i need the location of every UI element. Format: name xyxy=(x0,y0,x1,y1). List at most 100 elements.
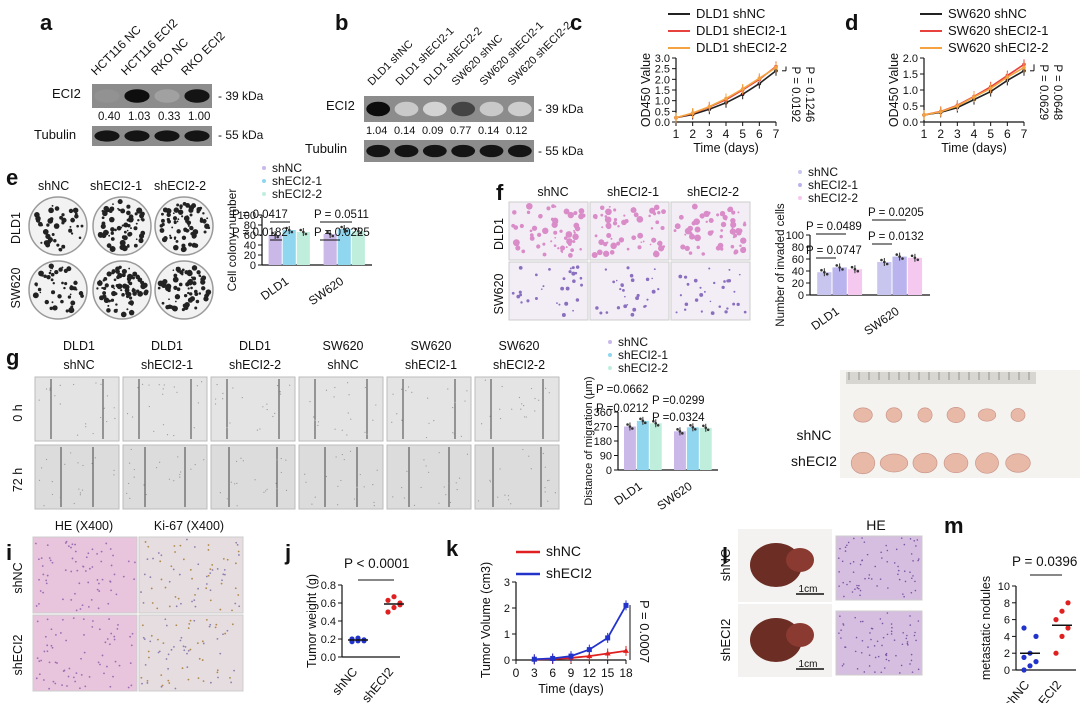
invaded-cell xyxy=(604,268,608,271)
stained-nucleus xyxy=(915,639,917,642)
cell-speck xyxy=(279,391,281,393)
chart-e-y-tick-label: 20 xyxy=(244,250,256,262)
cell-speck xyxy=(128,482,130,485)
chart-e-y-tick-label: 0 xyxy=(250,260,256,272)
invaded-cell xyxy=(621,219,627,226)
cell-speck xyxy=(420,486,422,489)
cell-speck xyxy=(375,404,377,406)
invaded-cell xyxy=(563,208,570,215)
invaded-cell xyxy=(675,311,678,314)
colony-dish-colony xyxy=(128,293,130,295)
row-label-eci2: ECI2 xyxy=(52,86,81,101)
colony-dish-colony xyxy=(166,286,169,289)
colony-dish-colony xyxy=(53,239,57,243)
chart-f-dot xyxy=(856,269,860,273)
col-label-e: shNC xyxy=(38,179,69,193)
tumor-eci2 xyxy=(975,452,999,474)
invaded-cell xyxy=(559,229,563,233)
invaded-cell xyxy=(603,250,610,257)
stained-nucleus xyxy=(35,605,38,607)
invaded-cell xyxy=(655,220,660,225)
colony-dish-colony xyxy=(120,311,127,318)
cell-speck xyxy=(45,458,48,461)
invaded-cell xyxy=(661,209,666,215)
chart-e-y-tick-label: 100 xyxy=(238,210,256,222)
cell-speck xyxy=(49,387,51,389)
stained-nucleus xyxy=(127,560,130,563)
stained-nucleus xyxy=(856,587,859,589)
colony-dish-colony xyxy=(129,296,133,300)
chart-e-legend-label: shECI2-2 xyxy=(272,187,322,201)
stained-nucleus xyxy=(186,538,188,541)
invaded-cell xyxy=(705,220,708,224)
stained-nucleus xyxy=(844,550,847,552)
row-label-eci2-b: ECI2 xyxy=(326,98,355,113)
invaded-cell xyxy=(684,233,687,236)
cell-speck xyxy=(166,434,169,436)
colony-dish-colony xyxy=(67,295,72,299)
cell-speck xyxy=(276,384,279,387)
chart-c-legend-label: DLD1 shECI2-1 xyxy=(696,23,787,38)
invaded-cell xyxy=(637,245,642,250)
chart-e-dot xyxy=(276,235,280,239)
stained-nucleus xyxy=(840,637,842,639)
panel-letter-j: j xyxy=(284,540,291,565)
stained-nucleus xyxy=(74,543,76,546)
chart-m-point xyxy=(1021,667,1027,673)
colony-dish-colony xyxy=(124,288,130,293)
cell-speck xyxy=(366,433,368,435)
invaded-cell xyxy=(618,237,625,243)
colony-dish-colony xyxy=(109,245,116,252)
cell-speck xyxy=(452,406,454,409)
panel-letter-i: i xyxy=(6,540,12,565)
stained-nucleus xyxy=(895,548,898,551)
transwell-image xyxy=(589,201,670,261)
colony-dish-colony xyxy=(50,278,54,282)
cell-speck xyxy=(464,400,466,402)
transwell-image xyxy=(508,261,589,321)
colony-dish-colony xyxy=(102,294,107,299)
panel-letter-l: l xyxy=(722,543,728,568)
chart-m-point xyxy=(1059,608,1065,614)
colony-dish-colony xyxy=(171,226,174,229)
cell-speck xyxy=(499,468,501,470)
stained-nucleus xyxy=(78,582,81,585)
chart-g-dot xyxy=(626,423,629,426)
stained-nucleus xyxy=(103,672,105,675)
cell-speck xyxy=(317,424,319,427)
colony-dish-colony xyxy=(115,308,118,311)
chart-k-x-tick-label: 0 xyxy=(513,666,520,680)
col-label-g: shECI2-2 xyxy=(493,358,545,372)
stained-nucleus xyxy=(187,678,190,681)
stained-nucleus xyxy=(857,587,860,590)
cell-speck xyxy=(92,432,94,435)
invaded-cell xyxy=(567,242,572,246)
stained-nucleus xyxy=(46,644,49,647)
chart-m-y-tick-label: 0 xyxy=(1004,665,1010,677)
colony-dish-colony xyxy=(140,280,145,285)
stained-nucleus xyxy=(174,687,177,690)
colony-dish-colony xyxy=(189,213,193,217)
stained-nucleus xyxy=(146,682,149,684)
cell-speck xyxy=(518,396,521,399)
cell-speck xyxy=(523,405,525,407)
chart-g-pvalue: P =0.0662 xyxy=(596,384,649,396)
stained-nucleus xyxy=(226,629,229,632)
stained-nucleus xyxy=(164,618,167,621)
stained-nucleus xyxy=(100,560,103,563)
cell-speck xyxy=(162,424,165,426)
colony-dish-colony xyxy=(180,246,187,253)
cell-speck xyxy=(232,387,234,389)
stained-nucleus xyxy=(868,577,870,580)
stained-nucleus xyxy=(97,607,100,610)
cell-speck xyxy=(449,501,452,504)
colony-dish-colony xyxy=(128,214,134,220)
chart-d-x-tick-label: 5 xyxy=(987,127,994,141)
colony-dish-colony xyxy=(129,227,132,230)
tumor-eci2 xyxy=(879,453,909,473)
chart-c-x-tick-label: 1 xyxy=(673,127,680,141)
stained-nucleus xyxy=(46,574,49,577)
blot-b-tubulin-band xyxy=(422,144,447,158)
chart-g-dot xyxy=(702,424,705,428)
stained-nucleus xyxy=(161,684,164,687)
